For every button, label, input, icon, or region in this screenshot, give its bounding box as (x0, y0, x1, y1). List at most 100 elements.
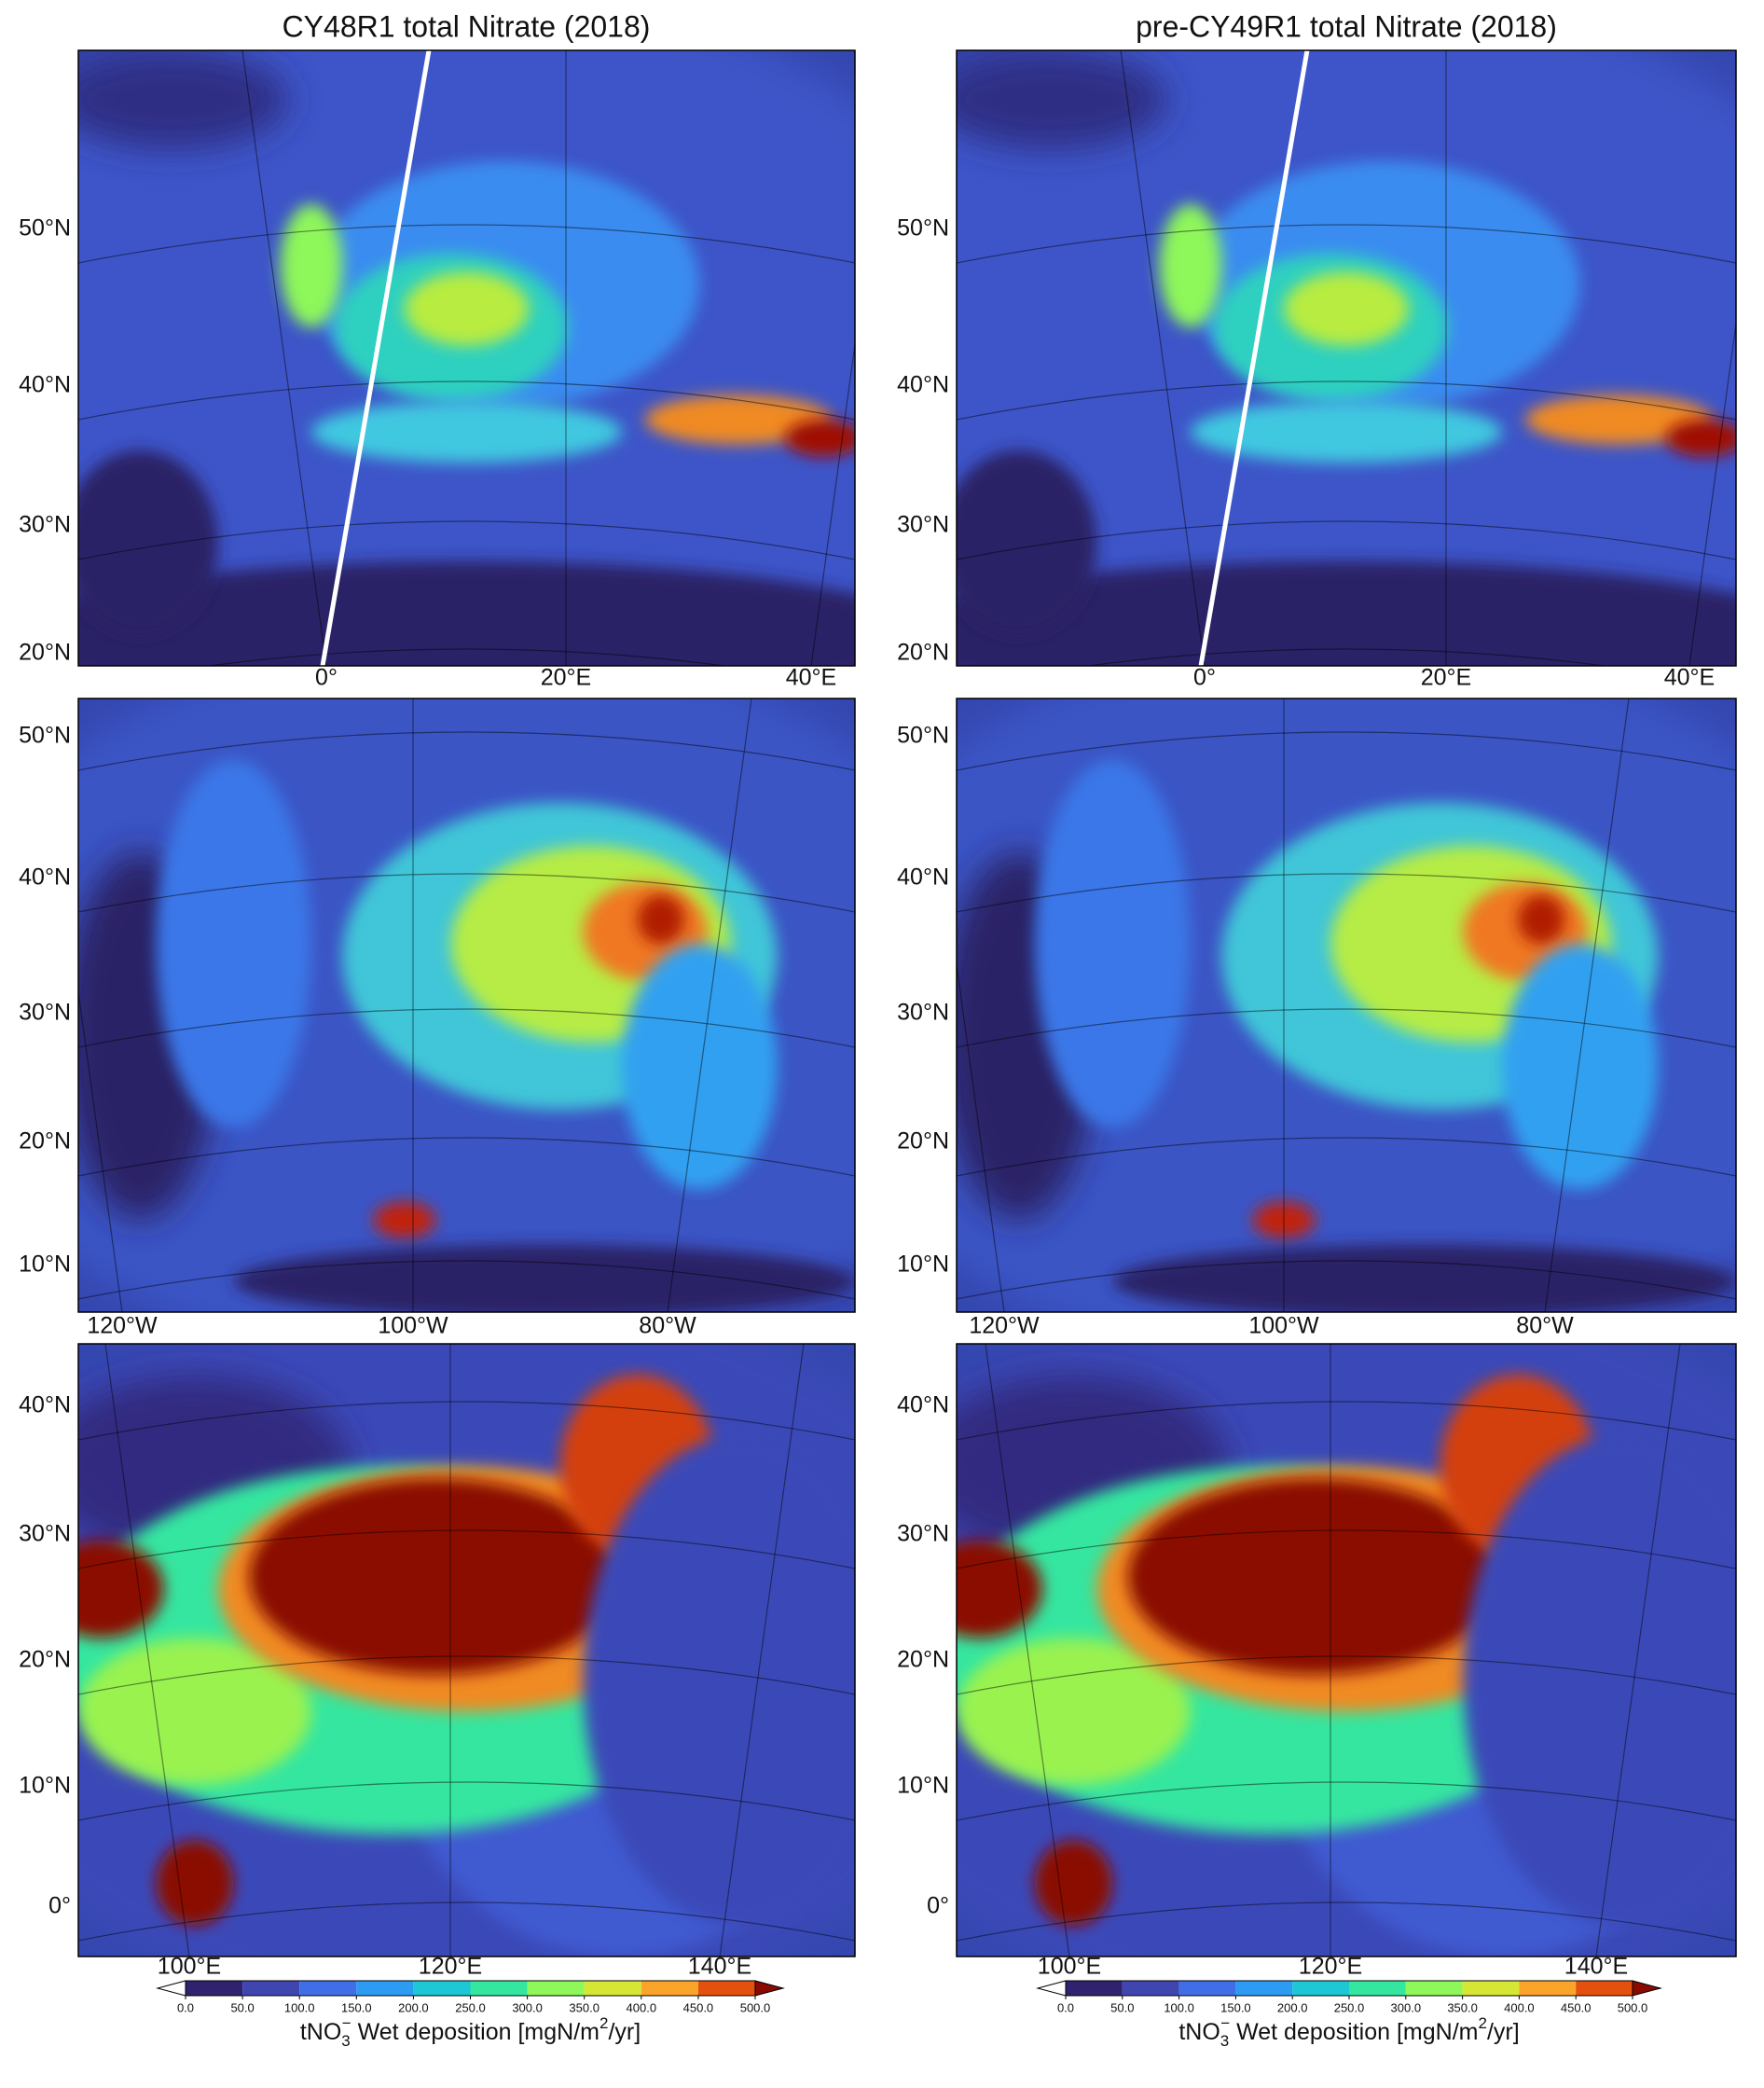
field-blob (957, 1638, 1191, 1786)
panel-frame (956, 49, 1737, 667)
colorbar-tick-label: 400.0 (627, 2000, 657, 2014)
field-blob (78, 1638, 311, 1786)
colorbar-bin (641, 1981, 698, 1996)
field-blob (373, 1201, 436, 1239)
field-blob (1517, 894, 1565, 945)
colorbar-tick-label: 300.0 (1391, 2000, 1422, 2014)
colorbar-bin (527, 1981, 585, 1996)
parallel (1083, 648, 1609, 666)
parallel (205, 648, 728, 666)
panel-frame (77, 698, 856, 1313)
colorbar-label-part: 2 (599, 2014, 608, 2032)
parallel (957, 1901, 1736, 1942)
lon-label: 0° (315, 665, 338, 691)
field-blob (957, 1540, 1042, 1639)
lat-label: 0° (927, 1893, 949, 1919)
colorbar-tick-label: 0.0 (177, 2000, 194, 2014)
field-blob (645, 394, 833, 445)
map-panel (957, 698, 1736, 1312)
meridian (104, 1344, 190, 1957)
lat-label: 10°N (897, 1773, 949, 1799)
meridian (719, 1344, 805, 1957)
seam (320, 50, 432, 666)
lon-label: 20°E (1421, 665, 1471, 691)
colorbar-bin (584, 1981, 641, 1996)
colorbar-label-part: /yr] (1487, 2019, 1520, 2045)
lat-label: 40°N (897, 372, 949, 398)
lat-label: 50°N (897, 723, 949, 749)
lon-label: 80°W (639, 1313, 696, 1339)
meridian (667, 698, 752, 1312)
colorbar-label-part: 3 (1220, 2032, 1229, 2050)
panel-frame (77, 49, 856, 667)
lat-label: 20°N (897, 1647, 949, 1673)
lat-label: 30°N (897, 1000, 949, 1026)
parallel (78, 520, 855, 560)
lat-label: 0° (48, 1893, 71, 1919)
colorbar-bin (299, 1981, 357, 1996)
colorbar-over (1632, 1980, 1662, 1997)
lon-label: 140°E (1564, 1954, 1628, 1980)
parallel (78, 1008, 855, 1048)
panel-title: CY48R1 total Nitrate (2018) (283, 9, 651, 43)
colorbar-tick-label: 150.0 (341, 2000, 372, 2014)
colorbar-bin (470, 1981, 528, 1996)
colorbar-tick-label: 500.0 (1618, 2000, 1648, 2014)
field-blob (78, 1540, 164, 1639)
colorbar-bin (1405, 1981, 1463, 1996)
colorbar-bin (1462, 1981, 1520, 1996)
parallel (78, 1137, 855, 1177)
colorbar-tick-label: 350.0 (1447, 2000, 1478, 2014)
lat-label: 50°N (19, 215, 71, 242)
lon-label: 40°E (786, 665, 836, 691)
lat-label: 20°N (19, 1647, 71, 1673)
colorbar-bin (1576, 1981, 1633, 1996)
field-blob (78, 450, 218, 635)
colorbar-label-part: tNO (300, 2019, 341, 2045)
parallel (957, 1529, 1736, 1569)
parallel (78, 224, 855, 264)
field-blob (78, 560, 855, 666)
colorbar-bin (413, 1981, 471, 1996)
parallel (78, 1401, 855, 1441)
colorbar-bin (1235, 1981, 1293, 1996)
lon-label: 120°E (419, 1954, 482, 1980)
lon-label: 40°E (1664, 665, 1715, 691)
colorbar-tick-label: 200.0 (1277, 2000, 1308, 2014)
lat-label: 30°N (19, 1000, 71, 1026)
colorbar-bin (1292, 1981, 1349, 1996)
field-blob (785, 420, 855, 457)
colorbar-tick-label: 50.0 (230, 2000, 254, 2014)
field-blob (78, 50, 288, 149)
lon-label: 100°E (158, 1954, 221, 1980)
field-blob (1502, 944, 1659, 1190)
parallel (78, 1260, 855, 1300)
field-blob (1034, 759, 1191, 1128)
lon-label: 100°E (1038, 1954, 1101, 1980)
parallel (78, 1655, 855, 1695)
lat-label: 20°N (897, 1128, 949, 1155)
field-blob (1252, 1201, 1316, 1239)
colorbar-label: tNO3− Wet deposition [mgN/m2/yr] (1178, 2014, 1519, 2050)
colorbar-tick-label: 100.0 (1164, 2000, 1194, 2014)
colorbar-tick-label: 200.0 (398, 2000, 429, 2014)
field-blob (1463, 1435, 1736, 1927)
colorbar-under (1036, 1980, 1067, 1997)
parallel (957, 731, 1736, 771)
map-panel (957, 50, 1736, 666)
field-blob (957, 450, 1097, 635)
lat-label: 30°N (897, 512, 949, 538)
colorbar-bin (1178, 1981, 1236, 1996)
meridian (810, 339, 855, 666)
field-blob (957, 560, 1736, 666)
parallel (78, 1781, 855, 1821)
colorbar-label-part: Wet deposition [mgN/m (1230, 2019, 1478, 2045)
lat-label: 20°N (19, 1128, 71, 1155)
colorbar-label-part: − (342, 2014, 351, 2032)
field-blob (1525, 394, 1713, 445)
colorbar-under (156, 1980, 186, 1997)
map-panel (78, 1344, 855, 1957)
colorbar-label-part: 2 (1478, 2014, 1486, 2032)
map-panel (78, 50, 855, 666)
parallel (957, 1781, 1736, 1821)
